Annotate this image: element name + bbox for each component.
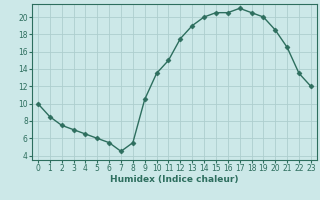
- X-axis label: Humidex (Indice chaleur): Humidex (Indice chaleur): [110, 175, 239, 184]
